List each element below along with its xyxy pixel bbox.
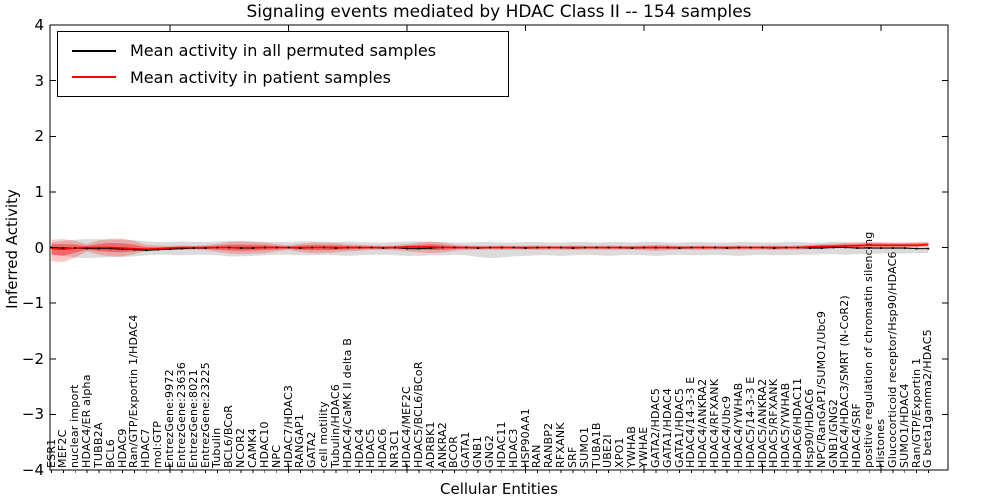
x-category-label: HDAC5/14-3-3 E xyxy=(743,376,757,468)
y-tick-label: 0 xyxy=(34,238,44,257)
chart-title: Signaling events mediated by HDAC Class … xyxy=(246,2,752,22)
x-category-label: BCL6 xyxy=(103,439,117,468)
x-category-label: G beta1gamma2/HDAC5 xyxy=(921,329,935,468)
x-category-label: HDAC11 xyxy=(494,421,508,468)
x-category-label: HDAC4/CaMK II delta B xyxy=(340,338,354,468)
x-category-label: NPC/RanGAP1/SUMO1/Ubc9 xyxy=(814,310,828,468)
legend-label-permuted: Mean activity in all permuted samples xyxy=(130,41,437,61)
x-category-label: GATA1/HDAC4 xyxy=(660,387,674,468)
y-tick-label: −1 xyxy=(21,294,44,313)
y-tick-label: 2 xyxy=(34,127,44,146)
y-tick-label: 4 xyxy=(34,16,44,34)
legend: Mean activity in all permuted samples Me… xyxy=(57,31,509,97)
x-category-label: EntrezGene:8021 xyxy=(186,369,200,468)
x-axis-label: Cellular Entities xyxy=(440,480,558,498)
y-tick-label: −2 xyxy=(21,349,44,368)
permuted-line-sample-icon xyxy=(72,49,116,52)
legend-item-patient: Mean activity in patient samples xyxy=(66,68,500,87)
x-category-label: HDAC10 xyxy=(257,421,271,468)
x-category-label: NPC xyxy=(269,444,283,468)
y-tick-label: 3 xyxy=(34,71,44,90)
x-category-label: SUMO1/HDAC4 xyxy=(897,383,911,468)
legend-item-permuted: Mean activity in all permuted samples xyxy=(66,41,500,60)
y-tick-label: −3 xyxy=(21,405,44,424)
patient-line-sample-icon xyxy=(72,76,116,79)
x-category-label: SUMO1 xyxy=(577,426,591,468)
y-tick-label: 1 xyxy=(34,182,44,201)
x-category-label: HDAC4/YWHAB xyxy=(731,382,745,468)
legend-label-patient: Mean activity in patient samples xyxy=(130,67,391,87)
y-tick-label: −4 xyxy=(21,461,44,479)
x-category-label: ADRBK1 xyxy=(423,421,437,468)
x-category-label: HDAC3 xyxy=(506,428,520,468)
